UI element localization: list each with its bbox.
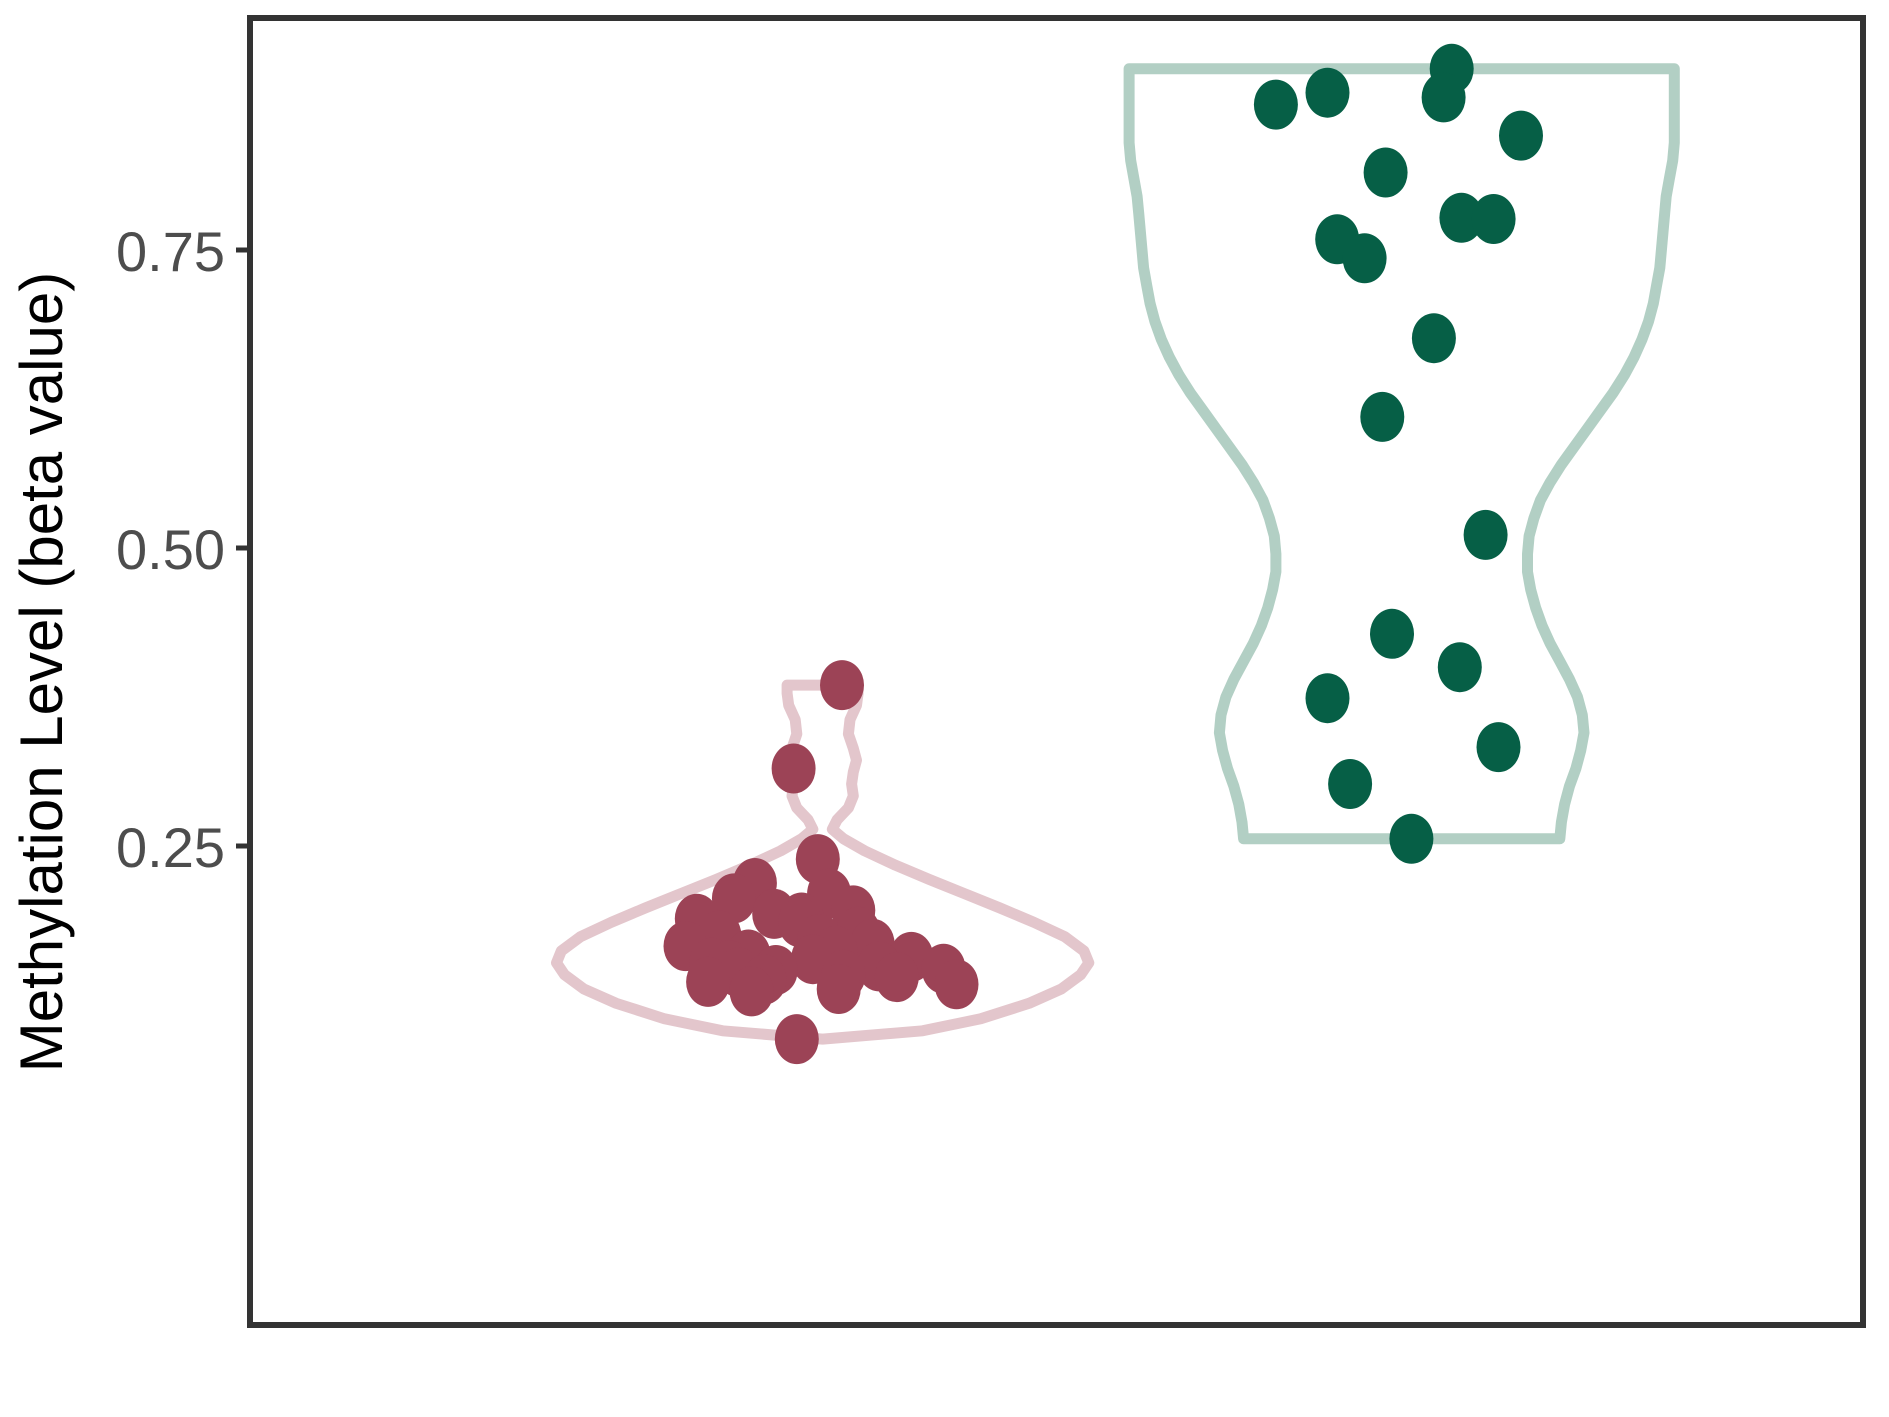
data-point	[1439, 192, 1484, 243]
data-point	[1476, 722, 1521, 773]
data-point	[1411, 313, 1456, 364]
data-point	[1328, 759, 1373, 809]
data-point	[1305, 673, 1350, 724]
data-point	[1437, 642, 1482, 693]
data-point	[820, 660, 864, 711]
data-point	[874, 952, 919, 1003]
y-tick-label-025: 0.25	[116, 816, 225, 879]
data-point	[1421, 72, 1466, 123]
y-tick-label-075: 0.75	[116, 220, 225, 283]
data-point	[1471, 194, 1516, 244]
data-point	[686, 956, 731, 1007]
data-point	[1253, 79, 1298, 130]
data-point	[934, 959, 979, 1010]
data-point	[729, 966, 774, 1017]
data-point	[771, 743, 816, 794]
data-point	[1499, 110, 1543, 161]
data-point	[774, 1014, 819, 1065]
violin-outline-group-high	[1123, 63, 1680, 845]
y-axis-title: Methylation Level (beta value)	[8, 272, 75, 1072]
data-point	[1370, 608, 1414, 659]
y-tick-label-050: 0.50	[116, 518, 225, 581]
data-point	[1389, 813, 1434, 864]
data-point	[1360, 391, 1405, 442]
data-point	[1305, 67, 1350, 118]
data-point	[816, 964, 861, 1014]
data-points	[663, 43, 1543, 1065]
data-point	[1342, 233, 1387, 284]
data-point	[1363, 147, 1408, 198]
plot-panel	[551, 43, 1680, 1065]
data-point	[1463, 509, 1508, 560]
panel-border	[247, 15, 1866, 1328]
